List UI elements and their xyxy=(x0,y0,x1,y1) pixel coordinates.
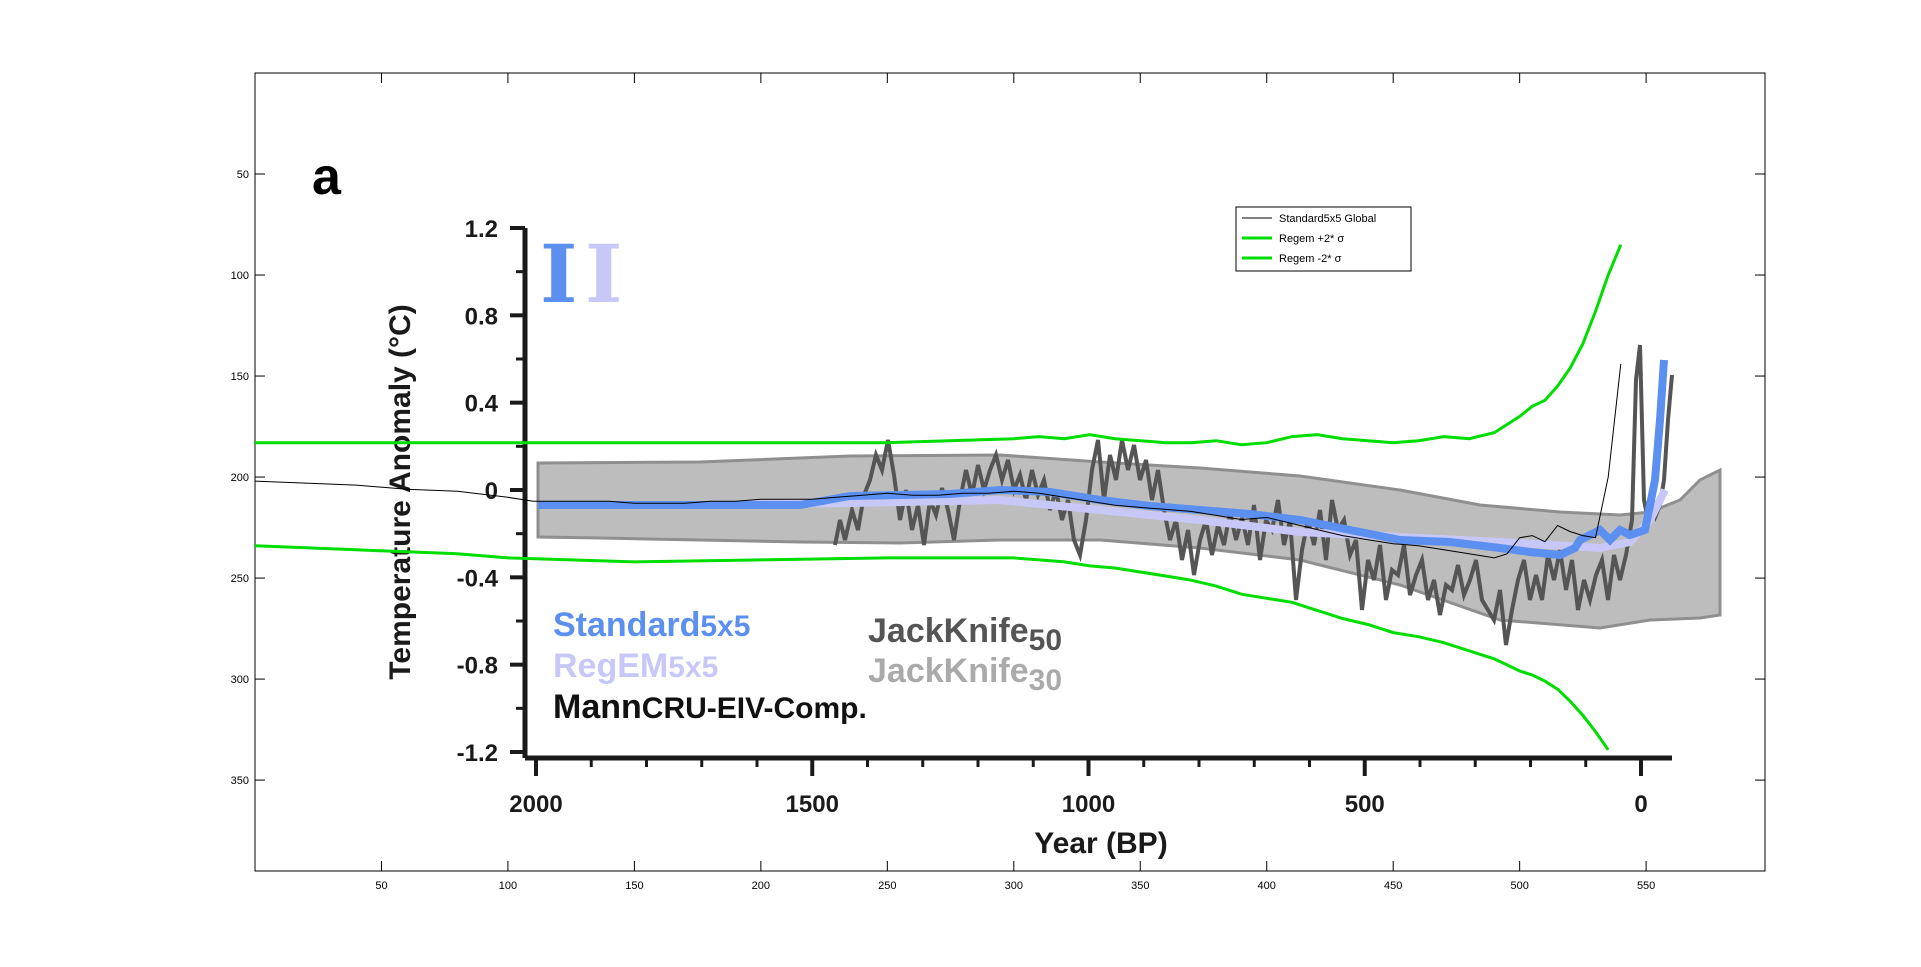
x-tick-label: 450 xyxy=(1384,880,1402,892)
inner-y-ticks: 1.2 0.8 0.4 0 -0.4 -0.8 -1.2 xyxy=(457,216,525,767)
x-tick-label: 350 xyxy=(1131,880,1149,892)
y-tick-label: 150 xyxy=(231,371,249,383)
roman-numeral-regem: I xyxy=(585,227,622,321)
legend-label: Regem +2* σ xyxy=(1279,233,1344,245)
roman-numeral-standard: I xyxy=(540,227,577,321)
y-tick-label: 200 xyxy=(231,472,249,484)
inner-x-tick-label: 1000 xyxy=(1062,791,1115,818)
background-key: Standard5x5RegEM5x5MannCRU-EIV-Comp.Jack… xyxy=(553,606,1062,726)
legend: Standard5x5 Global Regem +2* σ Regem -2* σ xyxy=(1235,206,1412,272)
x-tick-label: 300 xyxy=(1005,880,1023,892)
x-tick-label: 550 xyxy=(1637,880,1655,892)
key-entry: MannCRU-EIV-Comp. xyxy=(553,688,867,726)
inner-x-tick-label: 2000 xyxy=(509,791,562,818)
outer-x-ticks: 50 100 150 200 250 300 350 400 450 500 550 xyxy=(375,73,1655,892)
inner-x-ticks: 2000 1500 1000 500 0 xyxy=(509,758,1648,818)
key-entry: Standard5x5 xyxy=(553,606,750,644)
y-tick-label: 100 xyxy=(231,270,249,282)
series-line-2 xyxy=(254,544,1610,751)
x-tick-label: 50 xyxy=(375,880,387,892)
jackknife-50-line xyxy=(833,344,1674,646)
legend-label: Regem -2* σ xyxy=(1279,253,1342,265)
x-tick-label: 500 xyxy=(1510,880,1528,892)
axes-frame xyxy=(254,72,1766,872)
inner-y-tick-label: 0.4 xyxy=(465,391,499,418)
key-entry: JackKnife50 xyxy=(868,612,1062,657)
x-tick-label: 150 xyxy=(625,880,643,892)
inner-y-tick-label: 1.2 xyxy=(465,216,498,243)
legend-entries: Standard5x5 Global Regem +2* σ Regem -2* σ xyxy=(1242,213,1376,265)
key-entry: JackKnife30 xyxy=(868,652,1062,697)
background-figure: 1.20.80.40-0.4-0.8-1.2 2000 1500 1000 500 0 … xyxy=(312,148,1722,860)
inner-y-tick-label: -1.2 xyxy=(457,740,498,767)
series-layer xyxy=(254,244,1623,751)
inner-x-tick-label: 1500 xyxy=(786,791,839,818)
inner-y-axis-label: Temperature Anomaly (°C) xyxy=(384,304,417,679)
inner-y-tick-label: 0.8 xyxy=(465,303,498,330)
x-tick-label: 400 xyxy=(1258,880,1276,892)
inner-y-tick-label: -0.4 xyxy=(457,565,499,592)
y-tick-label: 300 xyxy=(231,674,249,686)
panel-letter: a xyxy=(312,148,342,206)
key-entry: RegEM5x5 xyxy=(553,647,718,685)
inner-x-axis-label: Year (BP) xyxy=(1034,827,1167,860)
inner-y-tick-label: -0.8 xyxy=(457,653,498,680)
inner-x-tick-label: 500 xyxy=(1345,791,1385,818)
y-tick-label: 350 xyxy=(231,775,249,787)
inner-x-tick-label: 0 xyxy=(1634,791,1647,818)
legend-label: Standard5x5 Global xyxy=(1279,213,1376,225)
y-tick-label: 250 xyxy=(231,573,249,585)
inner-y-tick-label: 0 xyxy=(485,478,498,505)
x-tick-label: 100 xyxy=(499,880,517,892)
series-line-0 xyxy=(254,363,1622,559)
standard-line xyxy=(538,359,1668,560)
x-tick-label: 200 xyxy=(752,880,770,892)
y-tick-label: 50 xyxy=(237,169,249,181)
series-line-1 xyxy=(255,244,1623,447)
outer-y-ticks: 50 100 150 200 250 300 350 xyxy=(231,169,1765,787)
x-tick-label: 250 xyxy=(878,880,896,892)
